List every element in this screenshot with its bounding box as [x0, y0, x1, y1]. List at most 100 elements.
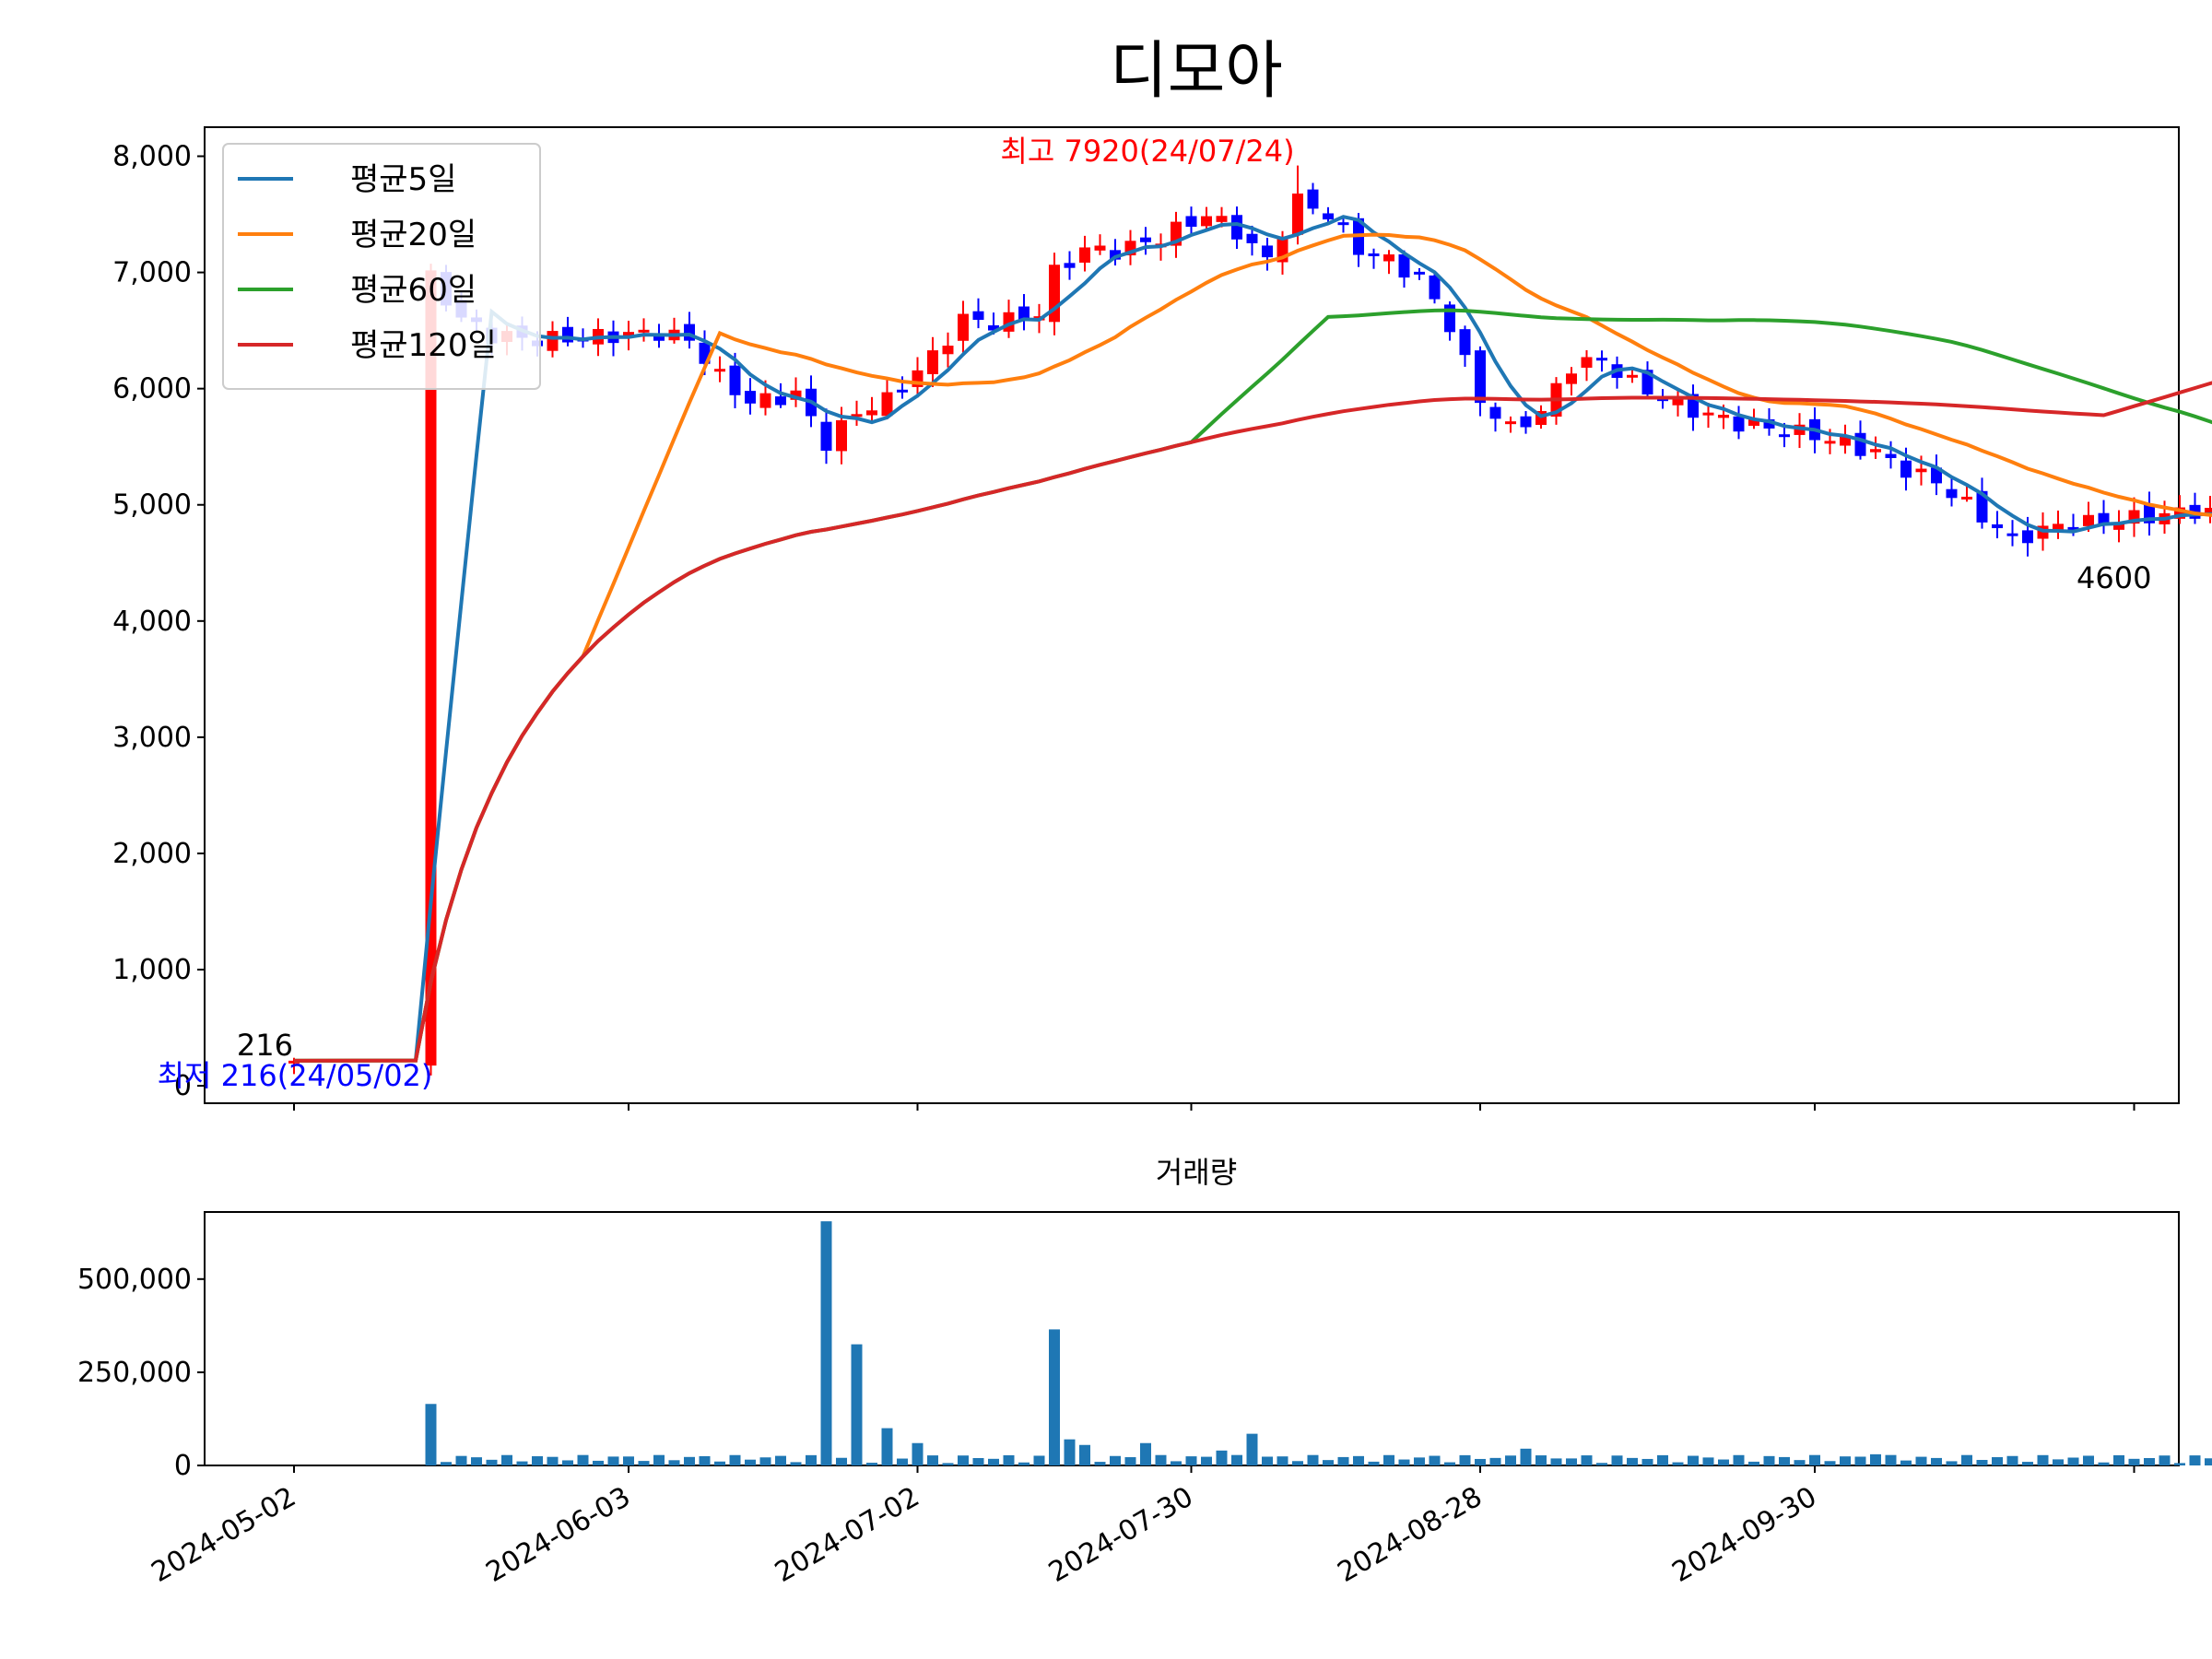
- volume-bar: [532, 1456, 543, 1465]
- price-y-tick-label: 1,000: [112, 954, 192, 986]
- volume-bar: [745, 1459, 756, 1465]
- volume-bar: [562, 1460, 573, 1465]
- volume-bar: [851, 1344, 863, 1465]
- price-y-tick-label: 5,000: [112, 489, 192, 522]
- volume-x-tick-label: 2024-07-30: [1043, 1481, 1198, 1589]
- ma-line-120: [293, 381, 2212, 1063]
- candle-body: [2098, 512, 2110, 524]
- volume-bar: [1368, 1461, 1380, 1465]
- candle-body: [942, 345, 954, 355]
- candle-body: [866, 410, 877, 416]
- candle-body: [1915, 468, 1927, 473]
- candle-body: [1824, 441, 1836, 444]
- volume-bar: [1794, 1460, 1806, 1465]
- volume-bar: [820, 1221, 832, 1465]
- volume-bar: [790, 1462, 802, 1465]
- volume-bar: [836, 1457, 847, 1465]
- candle-body: [1201, 216, 1212, 227]
- volume-bar: [1292, 1461, 1303, 1465]
- volume-x-tick-label: 2024-05-02: [147, 1481, 301, 1589]
- volume-bar: [1155, 1454, 1167, 1465]
- volume-bar: [2189, 1455, 2201, 1465]
- candle-body: [1459, 329, 1471, 356]
- candle-body: [1231, 215, 1242, 240]
- candle-body: [1520, 416, 1532, 428]
- volume-bar: [1505, 1455, 1516, 1465]
- candle-body: [988, 324, 999, 331]
- candle-body: [729, 365, 741, 395]
- candle-body: [1885, 453, 1897, 458]
- volume-bar: [1641, 1458, 1653, 1465]
- candle-body: [1718, 414, 1729, 418]
- legend-label: 평균5일: [350, 161, 456, 198]
- volume-bar: [1520, 1448, 1532, 1465]
- volume-bar: [1840, 1456, 1851, 1465]
- volume-bar: [1763, 1455, 1775, 1465]
- candle-body: [881, 392, 893, 417]
- volume-bar: [653, 1454, 665, 1465]
- volume-bar: [425, 1404, 437, 1465]
- candle-body: [1398, 254, 1410, 278]
- volume-bar: [1596, 1463, 1607, 1465]
- candle-body: [972, 311, 984, 321]
- candle-body: [775, 396, 786, 406]
- volume-bar: [912, 1442, 924, 1465]
- volume-title: 거래량: [1156, 1155, 1237, 1190]
- volume-bar: [1688, 1455, 1699, 1465]
- candle-body: [1931, 467, 1942, 484]
- volume-bar: [547, 1456, 559, 1465]
- volume-plot-area: [204, 1211, 2180, 1466]
- price-y-tick-label: 2,000: [112, 838, 192, 870]
- candle-body: [759, 393, 771, 408]
- candle-body: [927, 350, 938, 374]
- volume-bar: [501, 1454, 512, 1465]
- volume-x-tick-label: 2024-08-28: [1333, 1481, 1488, 1589]
- volume-bar: [1566, 1458, 1577, 1465]
- candle-body: [1140, 237, 1151, 242]
- volume-x-tick-label: 2024-09-30: [1667, 1481, 1822, 1589]
- candle-body: [1368, 253, 1380, 257]
- candle-body: [1505, 421, 1516, 425]
- volume-bar: [1459, 1454, 1471, 1465]
- volume-bar: [441, 1462, 452, 1465]
- volume-bar: [1672, 1462, 1684, 1465]
- candle-body: [714, 369, 725, 372]
- volume-bar: [1854, 1456, 1866, 1465]
- candle-body: [1018, 306, 1030, 321]
- volume-bar: [2022, 1462, 2033, 1465]
- price-y-tick-label: 3,000: [112, 722, 192, 754]
- volume-bar: [1657, 1454, 1668, 1465]
- candle-body: [288, 1060, 300, 1064]
- candle-body: [1976, 490, 1988, 523]
- volume-bar: [1277, 1456, 1288, 1465]
- volume-bar: [714, 1461, 725, 1465]
- candle-body: [638, 329, 650, 333]
- candle-body: [1946, 488, 1958, 499]
- legend-label: 평균120일: [350, 327, 497, 364]
- candle-body: [1702, 412, 1714, 416]
- volume-x-tick-label: 2024-07-02: [770, 1481, 924, 1589]
- volume-bar: [1824, 1461, 1836, 1465]
- candle-body: [790, 390, 802, 400]
- volume-bar: [1307, 1454, 1319, 1465]
- candle-body: [2006, 533, 2018, 536]
- candle-body: [1307, 189, 1319, 209]
- candle-body: [1961, 496, 1972, 500]
- candle-body: [653, 335, 665, 341]
- volume-bar: [2006, 1455, 2018, 1465]
- candle-body: [851, 414, 863, 418]
- volume-bar: [775, 1455, 786, 1465]
- volume-bar: [1353, 1455, 1364, 1465]
- volume-bar: [866, 1463, 877, 1465]
- volume-bar: [1201, 1456, 1212, 1465]
- volume-bar: [1611, 1455, 1623, 1465]
- candle-body: [1900, 460, 1912, 478]
- volume-bar: [1946, 1461, 1958, 1465]
- candle-body: [1429, 275, 1441, 300]
- volume-bar: [668, 1460, 680, 1465]
- min-annotation: 최저 216(24/05/02): [158, 1058, 433, 1093]
- volume-bar: [2144, 1457, 2155, 1465]
- candle-body: [1383, 254, 1394, 262]
- volume-bar: [1748, 1461, 1759, 1465]
